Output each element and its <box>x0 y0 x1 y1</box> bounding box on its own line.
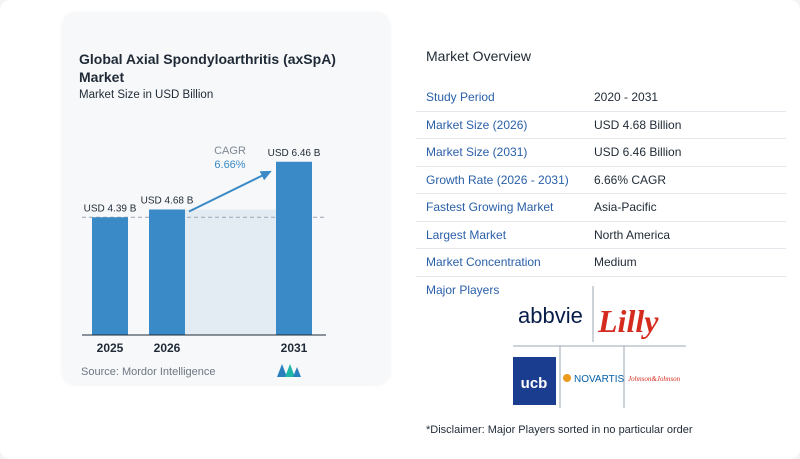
table-row: Growth Rate (2026 - 2031) 6.66% CAGR <box>416 166 786 194</box>
data-label-2026: USD 4.68 B <box>141 195 194 206</box>
data-label-2031: USD 6.46 B <box>268 148 321 159</box>
row-key: Market Concentration <box>416 248 584 277</box>
x-tick-2026: 2026 <box>154 341 181 355</box>
row-key: Market Size (2031) <box>416 138 584 167</box>
chart-subtitle: Market Size in USD Billion <box>79 89 214 101</box>
row-key: Study Period <box>416 84 584 112</box>
mordor-intelligence-logo <box>277 364 301 377</box>
bar-2031 <box>276 161 312 335</box>
ucb-logo: ucb <box>521 375 548 392</box>
row-key: Growth Rate (2026 - 2031) <box>416 166 584 194</box>
cagr-arrow <box>188 170 271 213</box>
abbvie-logo: abbvie <box>518 303 583 328</box>
bar-2026 <box>149 209 185 335</box>
bar-2025 <box>92 217 128 335</box>
row-value: USD 4.68 Billion <box>584 111 786 139</box>
row-value: Medium <box>584 248 786 277</box>
row-value: Asia-Pacific <box>584 193 786 222</box>
novartis-flame-icon <box>563 374 571 382</box>
cagr-value: 6.66% <box>214 159 245 171</box>
cagr-label: CAGR <box>214 145 246 157</box>
cagr-arrowhead <box>259 170 272 181</box>
table-row: Study Period 2020 - 2031 <box>416 84 786 112</box>
row-key: Largest Market <box>416 221 584 249</box>
bar-chart: USD 4.39 B USD 4.68 B USD 6.46 B 2025 2026 2… <box>82 145 326 355</box>
market-overview-table: Study Period 2020 - 2031 Market Size (202… <box>416 84 786 277</box>
x-tick-2031: 2031 <box>281 341 308 355</box>
table-row: Market Size (2026) USD 4.68 Billion <box>416 111 786 139</box>
disclaimer: *Disclaimer: Major Players sorted in no … <box>426 424 693 436</box>
johnson-johnson-logo: Johnson&Johnson <box>628 375 681 383</box>
growth-period-shade <box>185 209 276 335</box>
data-label-2025: USD 4.39 B <box>84 203 137 214</box>
ucb-logo-tile <box>513 357 556 405</box>
row-key: Market Size (2026) <box>416 111 584 139</box>
overview-title: Market Overview <box>426 48 532 64</box>
table-row: Market Concentration Medium <box>416 248 786 277</box>
row-value: North America <box>584 221 786 249</box>
major-players-label: Major Players <box>426 283 500 297</box>
table-row: Largest Market North America <box>416 221 786 249</box>
row-value: USD 6.46 Billion <box>584 138 786 167</box>
x-tick-2025: 2025 <box>97 341 124 355</box>
row-value: 2020 - 2031 <box>584 84 786 112</box>
row-key: Fastest Growing Market <box>416 193 584 222</box>
chart-title: Global Axial Spondyloarthritis (axSpA) M… <box>79 51 336 85</box>
table-row: Fastest Growing Market Asia-Pacific <box>416 193 786 222</box>
table-row: Market Size (2031) USD 6.46 Billion <box>416 138 786 167</box>
source-note: Source: Mordor Intelligence <box>81 366 216 378</box>
lilly-logo: Lilly <box>597 303 659 339</box>
row-value: 6.66% CAGR <box>584 166 786 194</box>
novartis-logo: NOVARTIS <box>574 374 625 385</box>
